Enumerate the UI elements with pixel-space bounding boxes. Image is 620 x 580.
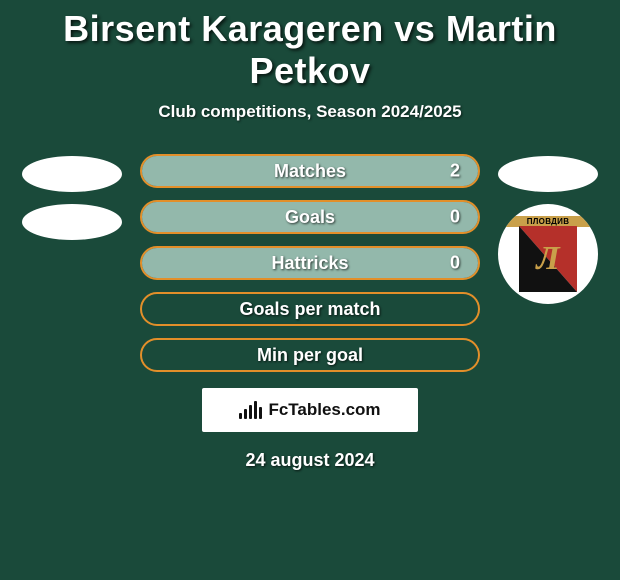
stat-label: Hattricks bbox=[271, 253, 348, 274]
club-letter: Л bbox=[519, 226, 577, 292]
stat-value: 2 bbox=[450, 161, 460, 182]
player-placeholder-icon bbox=[498, 156, 598, 192]
player-placeholder-icon bbox=[22, 156, 122, 192]
site-badge[interactable]: FcTables.com bbox=[202, 388, 418, 432]
stat-bar-hattricks: Hattricks 0 bbox=[140, 246, 480, 280]
stat-bars: Matches 2 Goals 0 Hattricks 0 Goals per … bbox=[140, 154, 480, 372]
club-logo-icon: ПЛОВДИВ Л bbox=[498, 204, 598, 304]
stat-bar-min-per-goal: Min per goal bbox=[140, 338, 480, 372]
club-shield: Л bbox=[519, 226, 577, 292]
page-subtitle: Club competitions, Season 2024/2025 bbox=[0, 102, 620, 122]
club-placeholder-icon bbox=[22, 204, 122, 240]
stat-label: Matches bbox=[274, 161, 346, 182]
stat-label: Goals per match bbox=[239, 299, 380, 320]
bars-chart-icon bbox=[239, 401, 262, 419]
stat-value: 0 bbox=[450, 253, 460, 274]
stat-value: 0 bbox=[450, 207, 460, 228]
stat-bar-goals-per-match: Goals per match bbox=[140, 292, 480, 326]
site-name: FcTables.com bbox=[268, 400, 380, 420]
footer-date: 24 august 2024 bbox=[0, 450, 620, 471]
right-player-column: ПЛОВДИВ Л bbox=[498, 154, 598, 304]
stat-label: Min per goal bbox=[257, 345, 363, 366]
stats-area: Matches 2 Goals 0 Hattricks 0 Goals per … bbox=[0, 154, 620, 372]
stat-bar-matches: Matches 2 bbox=[140, 154, 480, 188]
stat-bar-goals: Goals 0 bbox=[140, 200, 480, 234]
left-player-column bbox=[22, 154, 122, 240]
stat-label: Goals bbox=[285, 207, 335, 228]
page-title: Birsent Karageren vs Martin Petkov bbox=[0, 0, 620, 92]
